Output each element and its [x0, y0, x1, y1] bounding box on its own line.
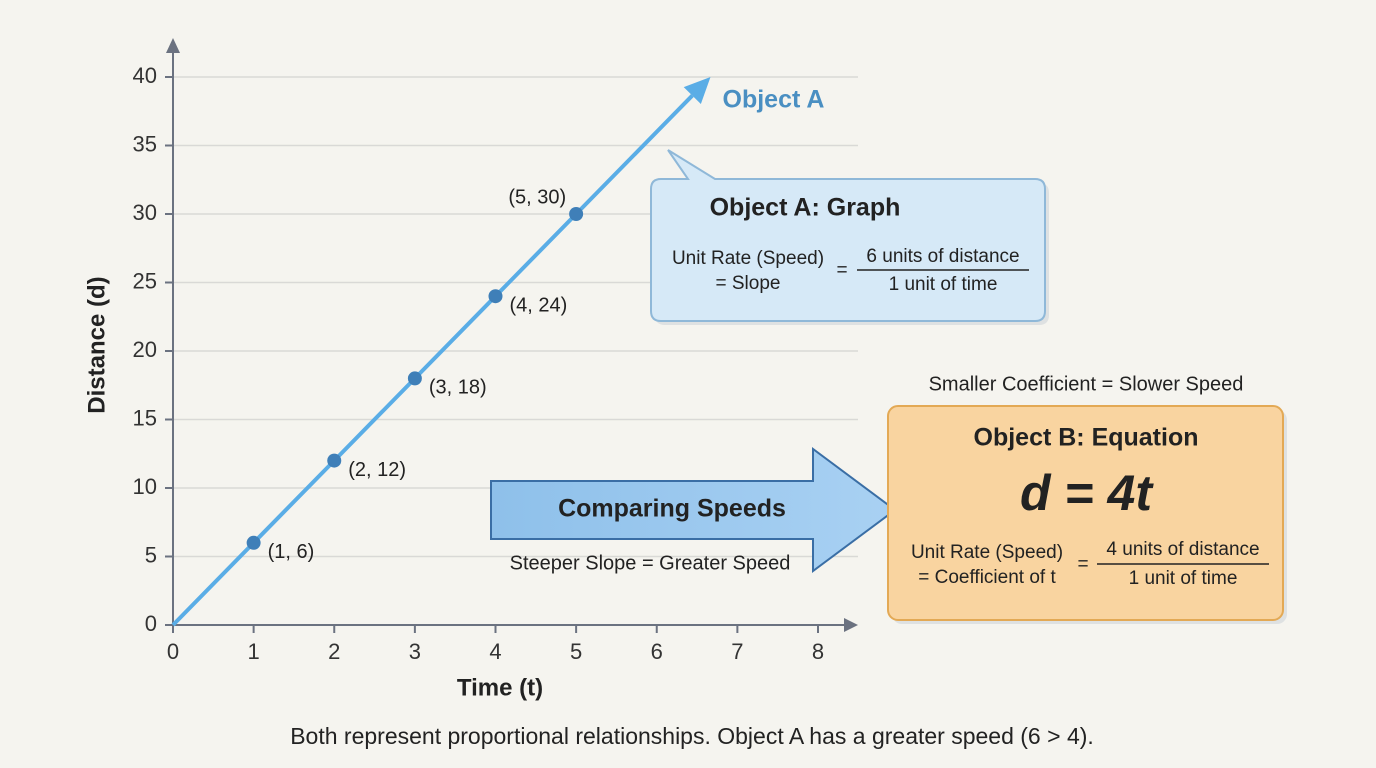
x-axis-label: Time (t) — [457, 674, 543, 701]
box-title: Object B: Equation — [974, 424, 1199, 452]
x-tick-label: 8 — [812, 639, 824, 664]
x-tick-label: 4 — [489, 639, 501, 664]
y-tick-label: 30 — [133, 200, 157, 225]
rate-label: Unit Rate (Speed) — [672, 248, 824, 269]
y-tick-label: 5 — [145, 542, 157, 567]
x-tick-label: 3 — [409, 639, 421, 664]
data-point — [488, 289, 503, 304]
x-axis-arrow — [844, 618, 858, 632]
y-tick-label: 10 — [133, 474, 157, 499]
data-point — [327, 453, 342, 468]
x-tick-label: 7 — [731, 639, 743, 664]
point-label: (5, 30) — [508, 186, 566, 208]
y-tick-label: 20 — [133, 337, 157, 362]
rate-label: = Coefficient of t — [918, 567, 1056, 588]
callout-title: Object A: Graph — [710, 194, 901, 222]
object-b-note: Smaller Coefficient = Slower Speed — [929, 373, 1244, 395]
y-tick-label: 0 — [145, 611, 157, 636]
rate-label: Unit Rate (Speed) — [911, 542, 1063, 563]
y-tick-label: 25 — [133, 268, 157, 293]
point-label: (3, 18) — [429, 377, 487, 399]
x-tick-label: 6 — [651, 639, 663, 664]
equals: = — [1077, 554, 1088, 575]
x-tick-label: 2 — [328, 639, 340, 664]
point-label: (4, 24) — [510, 294, 568, 316]
grid — [173, 76, 858, 558]
equation: d = 4t — [1020, 465, 1154, 521]
x-tick-label: 1 — [248, 639, 260, 664]
y-tick-label: 35 — [133, 131, 157, 156]
object-b-box: Smaller Coefficient = Slower Speed Objec… — [887, 373, 1287, 624]
series-arrow-head — [683, 77, 711, 104]
object-a-callout: Object A: Graph Unit Rate (Speed) = Slop… — [650, 149, 1049, 325]
rate-label: = Slope — [716, 273, 781, 294]
series-line — [171, 212, 578, 627]
denominator: 1 unit of time — [1129, 568, 1238, 589]
numerator: 4 units of distance — [1106, 539, 1259, 560]
y-axis-label: Distance (d) — [83, 276, 110, 413]
denominator: 1 unit of time — [889, 274, 998, 295]
numerator: 6 units of distance — [866, 246, 1019, 267]
data-point — [246, 535, 261, 550]
series-arrow-shaft — [574, 94, 694, 216]
series-label: Object A — [723, 86, 825, 114]
comparing-arrow: Comparing Speeds Steeper Slope = Greater… — [490, 447, 897, 574]
y-tick-label: 15 — [133, 405, 157, 430]
x-tick-label: 5 — [570, 639, 582, 664]
x-tick-label: 0 — [167, 639, 179, 664]
point-label: (1, 6) — [268, 541, 315, 563]
caption: Both represent proportional relationship… — [290, 723, 1094, 749]
arrow-subtitle: Steeper Slope = Greater Speed — [510, 552, 791, 574]
data-point — [407, 371, 422, 386]
equals: = — [836, 260, 847, 281]
arrow-title: Comparing Speeds — [558, 495, 786, 523]
point-label: (2, 12) — [348, 459, 406, 481]
y-axis-arrow — [166, 38, 180, 53]
data-point — [569, 207, 584, 221]
y-tick-label: 40 — [133, 63, 157, 88]
